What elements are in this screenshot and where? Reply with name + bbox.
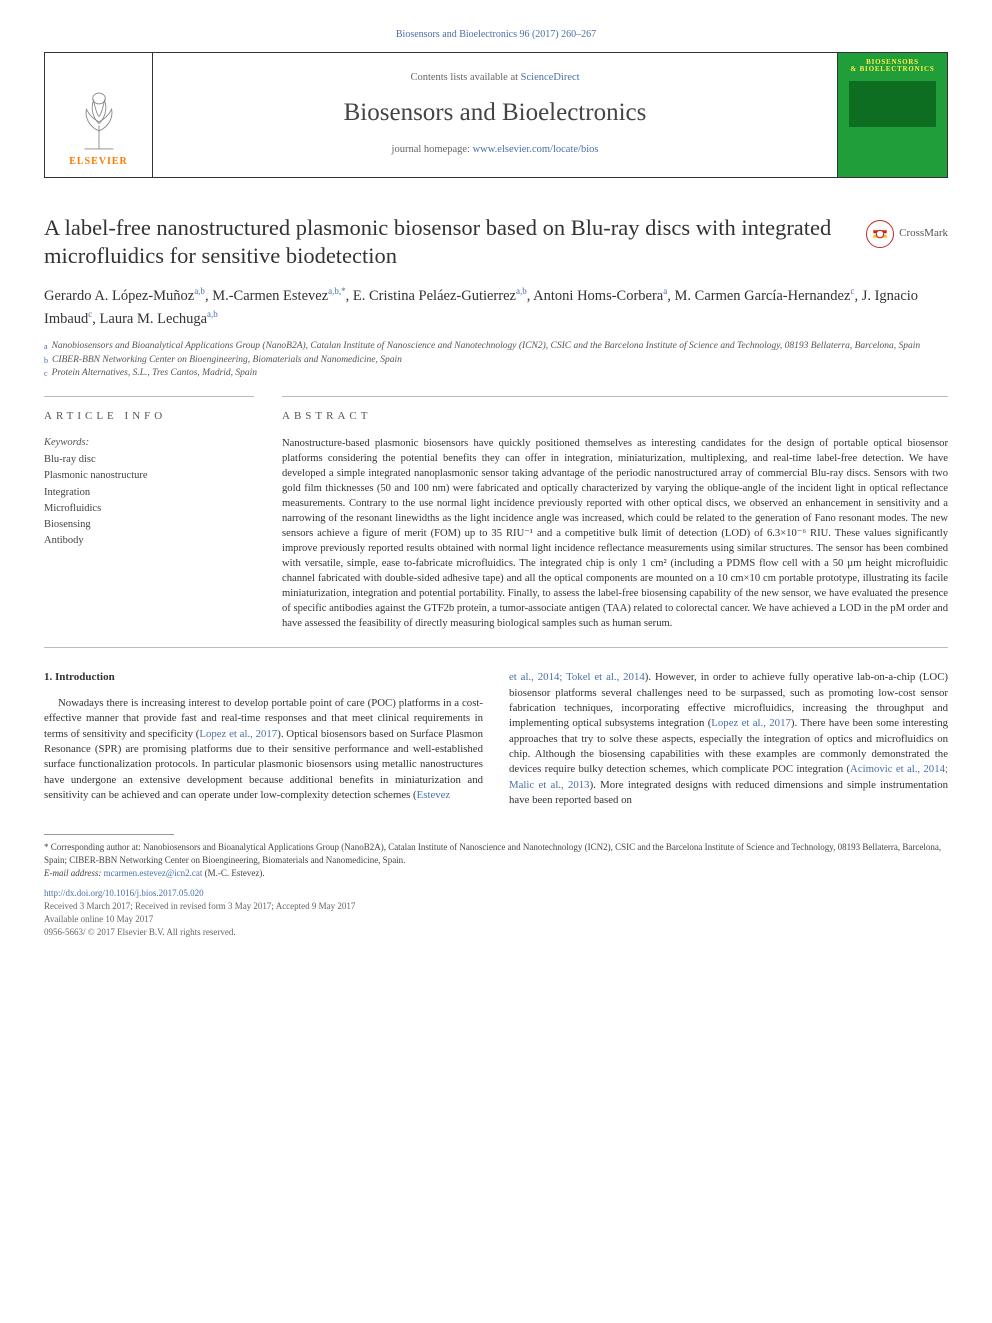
footnote-rule [44, 834, 174, 835]
footnotes: * Corresponding author at: Nanobiosensor… [44, 841, 948, 879]
intro-paragraph-2: et al., 2014; Tokel et al., 2014). Howev… [509, 670, 948, 808]
crossmark-badge[interactable]: CrossMark [866, 214, 948, 248]
keyword-item: Antibody [44, 533, 254, 549]
journal-name: Biosensors and Bioelectronics [344, 96, 647, 130]
email-label: E-mail address: [44, 868, 104, 878]
affiliation-row: aNanobiosensors and Bioanalytical Applic… [44, 340, 948, 353]
section-heading-intro: 1. Introduction [44, 670, 483, 686]
keyword-item: Plasmonic nanostructure [44, 468, 254, 484]
crossmark-label: CrossMark [899, 226, 948, 241]
journal-homepage-link[interactable]: www.elsevier.com/locate/bios [473, 144, 599, 155]
homepage-prefix: journal homepage: [392, 144, 473, 155]
intro-paragraph-1: Nowadays there is increasing interest to… [44, 696, 483, 803]
keywords-list: Blu-ray discPlasmonic nanostructureInteg… [44, 452, 254, 550]
publisher-name: ELSEVIER [69, 155, 128, 169]
abstract-column: ABSTRACT Nanostructure-based plasmonic b… [282, 396, 948, 631]
journal-homepage-line: journal homepage: www.elsevier.com/locat… [392, 143, 599, 157]
corresponding-author-note: * Corresponding author at: Nanobiosensor… [44, 841, 948, 866]
body-text: 1. Introduction Nowadays there is increa… [44, 670, 948, 808]
received-line: Received 3 March 2017; Received in revis… [44, 900, 948, 913]
article-info-column: ARTICLE INFO Keywords: Blu-ray discPlasm… [44, 396, 254, 631]
affiliation-row: cProtein Alternatives, S.L., Tres Cantos… [44, 367, 948, 380]
author-list: Gerardo A. López-Muñoza,b, M.-Carmen Est… [44, 285, 948, 330]
email-link[interactable]: mcarmen.estevez@icn2.cat [104, 868, 203, 878]
abstract-text: Nanostructure-based plasmonic biosensors… [282, 436, 948, 631]
email-author-paren: (M.-C. Estevez). [202, 868, 264, 878]
abstract-label: ABSTRACT [282, 409, 948, 424]
running-citation: Biosensors and Bioelectronics 96 (2017) … [44, 28, 948, 42]
doi-link[interactable]: http://dx.doi.org/10.1016/j.bios.2017.05… [44, 888, 204, 898]
email-line: E-mail address: mcarmen.estevez@icn2.cat… [44, 867, 948, 880]
divider [44, 647, 948, 648]
contents-prefix: Contents lists available at [410, 72, 520, 83]
keyword-item: Biosensing [44, 517, 254, 533]
affiliation-row: bCIBER-BBN Networking Center on Bioengin… [44, 354, 948, 367]
publication-metadata: http://dx.doi.org/10.1016/j.bios.2017.05… [44, 887, 948, 939]
elsevier-tree-icon [72, 89, 126, 153]
journal-header-center: Contents lists available at ScienceDirec… [153, 53, 837, 177]
affiliations: aNanobiosensors and Bioanalytical Applic… [44, 340, 948, 380]
article-title: A label-free nanostructured plasmonic bi… [44, 214, 852, 272]
contents-available-line: Contents lists available at ScienceDirec… [410, 71, 579, 85]
sciencedirect-link[interactable]: ScienceDirect [521, 72, 580, 83]
copyright-line: 0956-5663/ © 2017 Elsevier B.V. All righ… [44, 926, 948, 939]
keyword-item: Integration [44, 485, 254, 501]
keyword-item: Blu-ray disc [44, 452, 254, 468]
cover-band [849, 81, 936, 127]
publisher-logo-cell: ELSEVIER [45, 53, 153, 177]
available-online-line: Available online 10 May 2017 [44, 913, 948, 926]
article-info-label: ARTICLE INFO [44, 409, 254, 424]
keywords-label: Keywords: [44, 436, 254, 450]
journal-cover-thumb: BIOSENSORS& BIOELECTRONICS [837, 53, 947, 177]
cover-title: BIOSENSORS& BIOELECTRONICS [850, 59, 934, 74]
journal-header: ELSEVIER Contents lists available at Sci… [44, 52, 948, 178]
keyword-item: Microfluidics [44, 501, 254, 517]
crossmark-icon [866, 220, 894, 248]
